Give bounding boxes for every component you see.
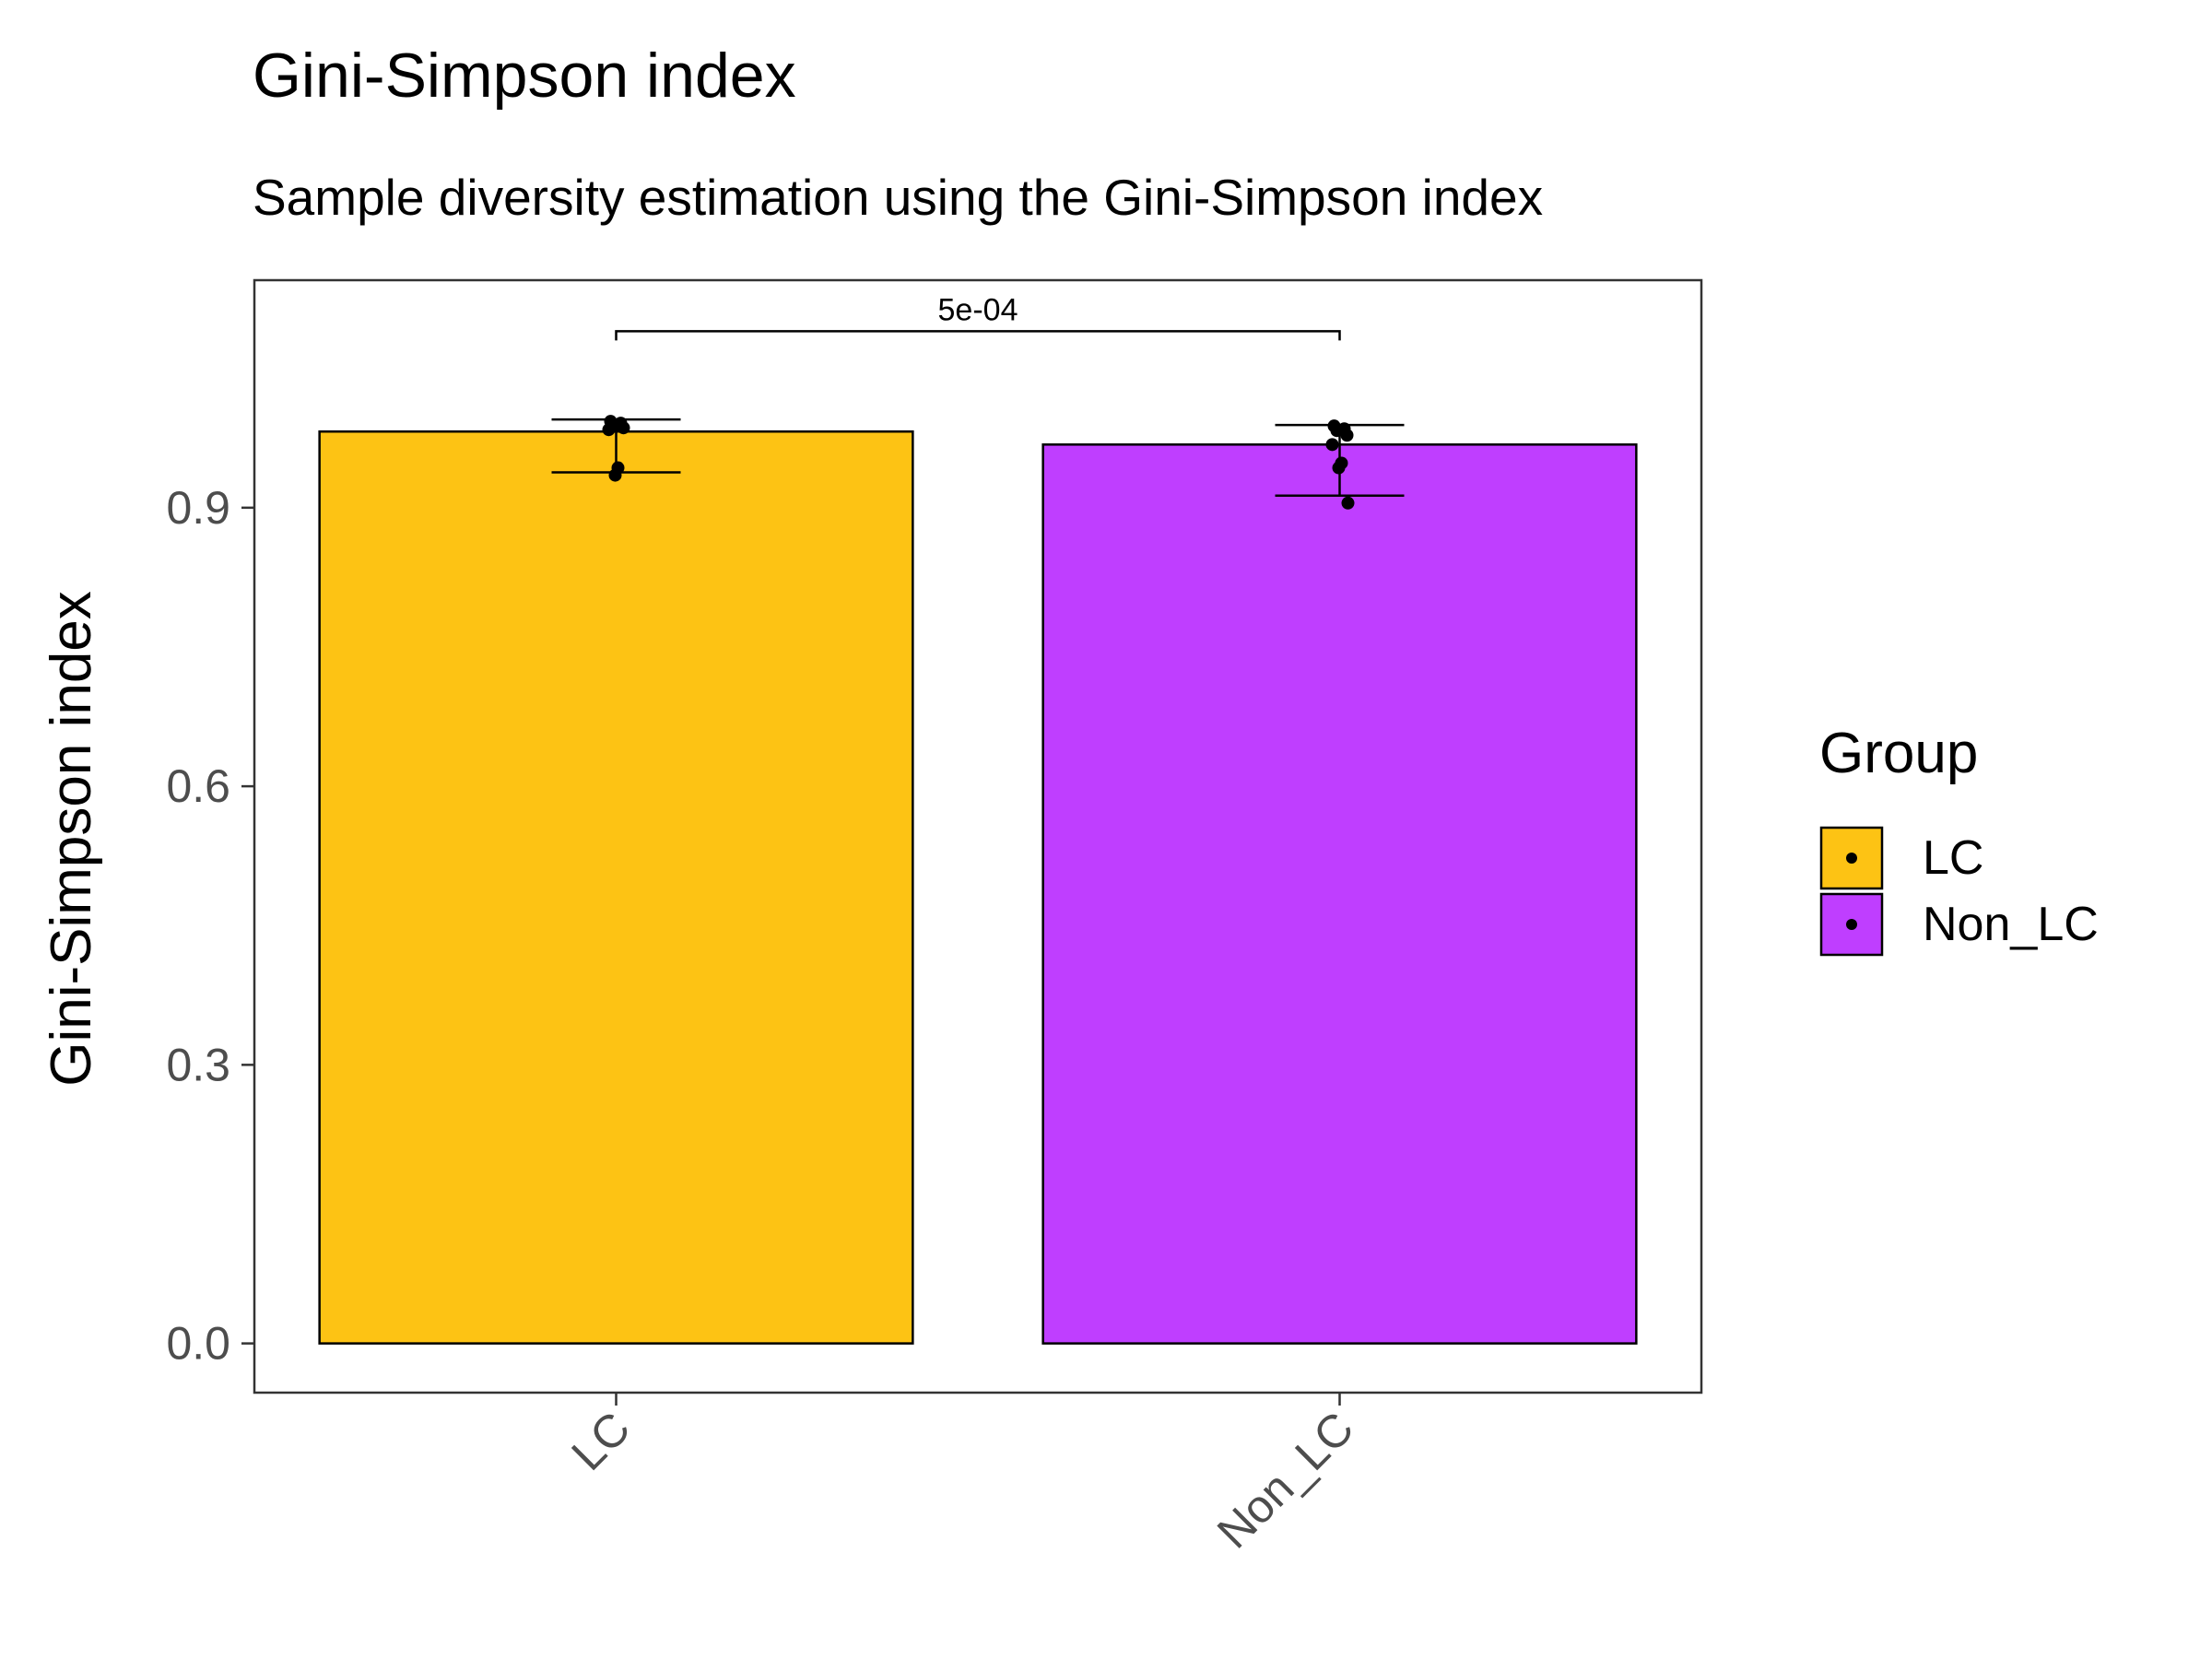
point-Non_LC	[1340, 429, 1354, 442]
chart-title: Gini-Simpson index	[253, 41, 796, 111]
significance-bracket	[615, 330, 1341, 341]
point-Non_LC	[1341, 496, 1355, 510]
bar-LC	[318, 429, 914, 1345]
point-LC	[617, 421, 630, 435]
x-axis: LC Non_LC	[561, 1393, 1363, 1558]
legend: Group LC Non_LC	[1819, 722, 2099, 957]
y-axis-label: Gini-Simpson index	[40, 591, 103, 1087]
y-tick-label: 0.9	[166, 482, 230, 534]
sample-points	[602, 415, 1355, 510]
point-LC	[602, 423, 616, 437]
chart-subtitle: Sample diversity estimation using the Gi…	[253, 169, 1543, 226]
legend-key-point	[1846, 853, 1857, 864]
y-tick-label: 0.6	[166, 760, 230, 812]
significance-label: 5e-04	[938, 292, 1018, 327]
x-tick-label: LC	[561, 1402, 640, 1480]
y-axis: 0.0 0.3 0.6 0.9	[166, 482, 254, 1370]
legend-label: LC	[1923, 831, 1983, 885]
legend-key-point	[1846, 919, 1857, 930]
x-tick-label: Non_LC	[1207, 1402, 1363, 1558]
legend-title: Group	[1819, 722, 1978, 785]
y-tick-label: 0.3	[166, 1039, 230, 1090]
significance-annotations: 5e-04	[615, 292, 1341, 341]
legend-label: Non_LC	[1923, 898, 2099, 951]
point-Non_LC	[1325, 438, 1339, 452]
point-Non_LC	[1330, 424, 1344, 438]
bar-Non_LC	[1041, 443, 1638, 1345]
point-LC	[608, 468, 622, 482]
point-Non_LC	[1332, 461, 1346, 475]
y-tick-label: 0.0	[166, 1318, 230, 1370]
